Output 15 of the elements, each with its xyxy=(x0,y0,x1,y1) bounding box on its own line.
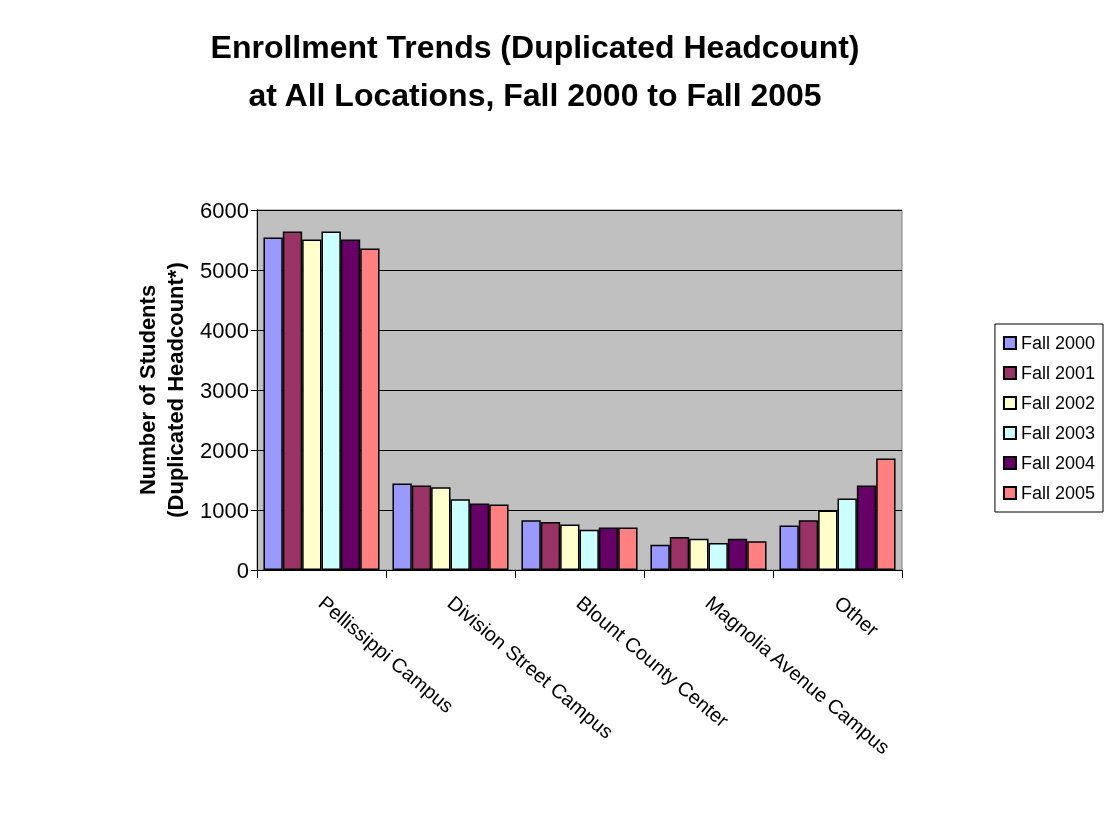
y-tick-label: 0 xyxy=(236,557,249,583)
legend-label: Fall 2001 xyxy=(1020,363,1096,383)
y-tick-label: 5000 xyxy=(200,257,249,283)
chart-title: Enrollment Trends (Duplicated Headcount) at All Locations, Fall 2000 to Fall 2005 xyxy=(210,29,860,113)
legend-label: Fall 2004 xyxy=(1020,453,1096,473)
legend-label: Fall 2000 xyxy=(1020,333,1096,353)
y-tick-label: 6000 xyxy=(200,197,249,223)
y-tick-label: 4000 xyxy=(200,317,249,343)
legend-label: Fall 2005 xyxy=(1020,483,1096,503)
legend-label: Fall 2003 xyxy=(1020,423,1096,443)
y-tick-label: 1000 xyxy=(200,497,249,523)
y-tick-label: 2000 xyxy=(200,437,249,463)
legend-label: Fall 2002 xyxy=(1020,393,1096,413)
y-axis-title: Number of Students (Duplicated Headcount*) xyxy=(134,262,188,518)
y-tick-label: 3000 xyxy=(200,377,249,403)
